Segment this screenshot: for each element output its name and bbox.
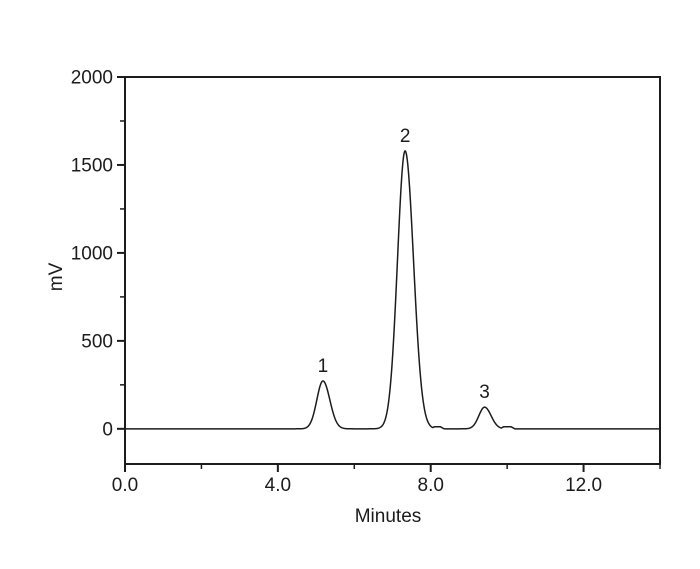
y-tick-label: 0 [102, 419, 113, 440]
x-axis-title: Minutes [354, 506, 422, 527]
x-tick-label: 12.0 [565, 475, 602, 496]
x-tick-label: 4.0 [265, 475, 291, 496]
y-axis-title: mV [46, 262, 67, 292]
y-tick-label: 1500 [71, 155, 113, 176]
peak-label-3: 3 [479, 382, 490, 403]
x-tick-label: 8.0 [418, 475, 444, 496]
detector-signal-curve [124, 150, 661, 430]
peak-label-1: 1 [318, 356, 329, 377]
y-tick-label: 1000 [71, 243, 113, 264]
y-tick-label: 2000 [71, 68, 113, 89]
y-tick-label: 500 [81, 331, 113, 352]
plot-frame [124, 76, 661, 465]
x-tick-label: 0.0 [112, 475, 138, 496]
peak-label-2: 2 [400, 126, 411, 147]
